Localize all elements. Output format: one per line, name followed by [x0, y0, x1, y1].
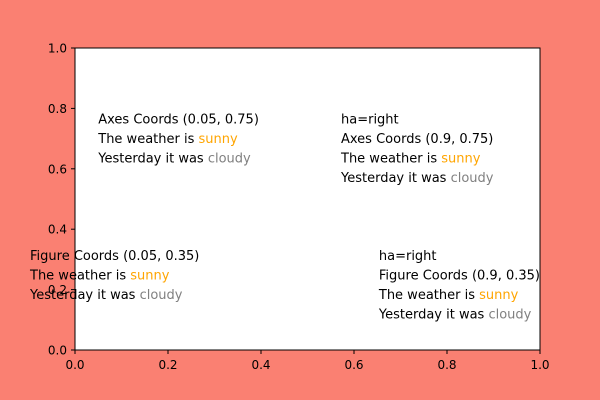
- annotation-line: Yesterday it was cloudy: [29, 288, 183, 303]
- cloudy-word: cloudy: [140, 288, 183, 303]
- annotation-line: Axes Coords (0.05, 0.75): [98, 113, 259, 128]
- y-tick-label: 0.0: [48, 344, 67, 358]
- annotations: Axes Coords (0.05, 0.75) The weather is s…: [29, 113, 540, 323]
- annotation-text: Yesterday it was: [97, 152, 208, 167]
- x-tick-label: 0.8: [437, 358, 456, 372]
- axes-coords-left-annotation: Axes Coords (0.05, 0.75) The weather is s…: [97, 113, 259, 167]
- cloudy-word: cloudy: [488, 308, 531, 323]
- sunny-word: sunny: [441, 152, 480, 167]
- annotation-text: Yesterday it was: [378, 308, 489, 323]
- y-tick-label: 0.2: [48, 283, 67, 297]
- annotation-line: Figure Coords (0.05, 0.35): [30, 249, 199, 264]
- annotation-line: Axes Coords (0.9, 0.75): [341, 132, 493, 147]
- cloudy-word: cloudy: [451, 171, 494, 186]
- axes-coords-right-annotation: ha=right Axes Coords (0.9, 0.75) The weath…: [340, 113, 494, 187]
- x-tick-label: 0.6: [344, 358, 363, 372]
- sunny-word: sunny: [130, 269, 169, 284]
- annotation-line: The weather is sunny: [340, 152, 481, 167]
- annotation-text: The weather is: [340, 152, 441, 167]
- x-tick-label: 0.4: [251, 358, 270, 372]
- annotation-text: Axes Coords (0.05, 0.75): [98, 113, 259, 128]
- annotation-text: Figure Coords (0.05, 0.35): [30, 249, 199, 264]
- annotation-text: ha=right: [379, 249, 437, 264]
- x-tick-label: 1.0: [530, 358, 549, 372]
- annotation-text: ha=right: [341, 113, 399, 128]
- y-tick-label: 1.0: [48, 42, 67, 56]
- annotation-line: The weather is sunny: [378, 288, 519, 303]
- sunny-word: sunny: [479, 288, 518, 303]
- annotation-line: Yesterday it was cloudy: [340, 171, 494, 186]
- annotation-text: The weather is: [97, 132, 198, 147]
- annotation-text: Figure Coords (0.9, 0.35): [379, 269, 540, 284]
- annotation-line: Figure Coords (0.9, 0.35): [379, 269, 540, 284]
- y-axis: 0.0 0.2 0.4 0.6 0.8 1.0: [48, 42, 75, 358]
- x-tick-label: 0.0: [65, 358, 84, 372]
- annotation-line: Yesterday it was cloudy: [378, 308, 532, 323]
- annotation-line: The weather is sunny: [29, 269, 170, 284]
- figure-coords-right-annotation: ha=right Figure Coords (0.9, 0.35) The wea…: [378, 249, 540, 323]
- annotation-text: The weather is: [378, 288, 479, 303]
- figure-coords-left-annotation: Figure Coords (0.05, 0.35) The weather is…: [29, 249, 199, 303]
- x-tick-label: 0.2: [158, 358, 177, 372]
- annotation-text: Yesterday it was: [340, 171, 451, 186]
- annotation-line: The weather is sunny: [97, 132, 238, 147]
- axes-frame: [74, 47, 541, 351]
- y-tick-label: 0.4: [48, 223, 67, 237]
- y-tick-label: 0.8: [48, 102, 67, 116]
- annotation-text: Axes Coords (0.9, 0.75): [341, 132, 493, 147]
- annotation-line: ha=right: [341, 113, 399, 128]
- sunny-word: sunny: [199, 132, 238, 147]
- annotation-text: The weather is: [29, 269, 130, 284]
- cloudy-word: cloudy: [208, 152, 251, 167]
- axes-background: [75, 48, 540, 350]
- y-tick-label: 0.6: [48, 162, 67, 176]
- x-axis: 0.0 0.2 0.4 0.6 0.8 1.0: [65, 350, 550, 372]
- annotation-text: Yesterday it was: [29, 288, 140, 303]
- annotation-line: ha=right: [379, 249, 437, 264]
- annotation-line: Yesterday it was cloudy: [97, 152, 251, 167]
